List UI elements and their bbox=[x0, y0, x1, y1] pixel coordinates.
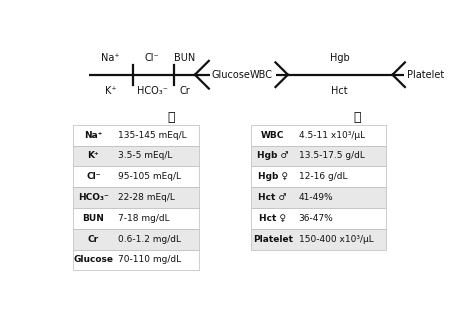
Bar bbox=[251, 125, 385, 145]
Text: 13.5-17.5 g/dL: 13.5-17.5 g/dL bbox=[299, 152, 365, 160]
Text: Glucose: Glucose bbox=[73, 256, 113, 265]
Text: 36-47%: 36-47% bbox=[299, 214, 334, 223]
Text: Platelet: Platelet bbox=[253, 235, 293, 244]
Bar bbox=[73, 208, 199, 229]
Text: Hct ♂: Hct ♂ bbox=[258, 193, 287, 202]
Text: K⁺: K⁺ bbox=[88, 152, 99, 160]
Text: Cl⁻: Cl⁻ bbox=[86, 172, 100, 181]
Text: 135-145 mEq/L: 135-145 mEq/L bbox=[118, 131, 187, 140]
Bar bbox=[73, 125, 199, 145]
Text: 12-16 g/dL: 12-16 g/dL bbox=[299, 172, 347, 181]
Bar bbox=[73, 187, 199, 208]
Text: 0.6-1.2 mg/dL: 0.6-1.2 mg/dL bbox=[118, 235, 181, 244]
Text: Cl⁻: Cl⁻ bbox=[145, 53, 160, 63]
Text: Hgb ♂: Hgb ♂ bbox=[257, 152, 289, 160]
Bar bbox=[251, 208, 385, 229]
Text: Glucose: Glucose bbox=[211, 70, 250, 80]
Text: BUN: BUN bbox=[82, 214, 104, 223]
Text: HCO₃⁻: HCO₃⁻ bbox=[78, 193, 109, 202]
Text: WBC: WBC bbox=[261, 131, 284, 140]
Bar bbox=[73, 166, 199, 187]
Text: 95-105 mEq/L: 95-105 mEq/L bbox=[118, 172, 181, 181]
Text: 🧪: 🧪 bbox=[354, 111, 361, 124]
Text: K⁺: K⁺ bbox=[105, 86, 116, 96]
Text: HCO₃⁻: HCO₃⁻ bbox=[137, 86, 168, 96]
Text: 70-110 mg/dL: 70-110 mg/dL bbox=[118, 256, 181, 265]
Bar bbox=[73, 249, 199, 270]
Text: Hct ♀: Hct ♀ bbox=[259, 214, 286, 223]
Text: Hgb ♀: Hgb ♀ bbox=[258, 172, 288, 181]
Text: Cr: Cr bbox=[88, 235, 99, 244]
Text: Platelet: Platelet bbox=[407, 70, 445, 80]
Text: WBC: WBC bbox=[250, 70, 273, 80]
Bar bbox=[73, 229, 199, 249]
Text: Na⁺: Na⁺ bbox=[84, 131, 102, 140]
Text: BUN: BUN bbox=[174, 53, 195, 63]
Text: 22-28 mEq/L: 22-28 mEq/L bbox=[118, 193, 175, 202]
Text: 🧪: 🧪 bbox=[168, 111, 175, 124]
Text: 4.5-11 x10³/μL: 4.5-11 x10³/μL bbox=[299, 131, 365, 140]
Text: Na⁺: Na⁺ bbox=[101, 53, 120, 63]
Bar bbox=[73, 145, 199, 166]
Text: Hct: Hct bbox=[331, 86, 348, 96]
Text: 7-18 mg/dL: 7-18 mg/dL bbox=[118, 214, 170, 223]
Text: 41-49%: 41-49% bbox=[299, 193, 333, 202]
Bar bbox=[251, 145, 385, 166]
Bar bbox=[251, 166, 385, 187]
Text: Cr: Cr bbox=[180, 86, 190, 96]
Text: 150-400 x10³/μL: 150-400 x10³/μL bbox=[299, 235, 374, 244]
Bar bbox=[251, 187, 385, 208]
Bar bbox=[251, 229, 385, 249]
Text: 3.5-5 mEq/L: 3.5-5 mEq/L bbox=[118, 152, 173, 160]
Text: Hgb: Hgb bbox=[330, 53, 350, 63]
